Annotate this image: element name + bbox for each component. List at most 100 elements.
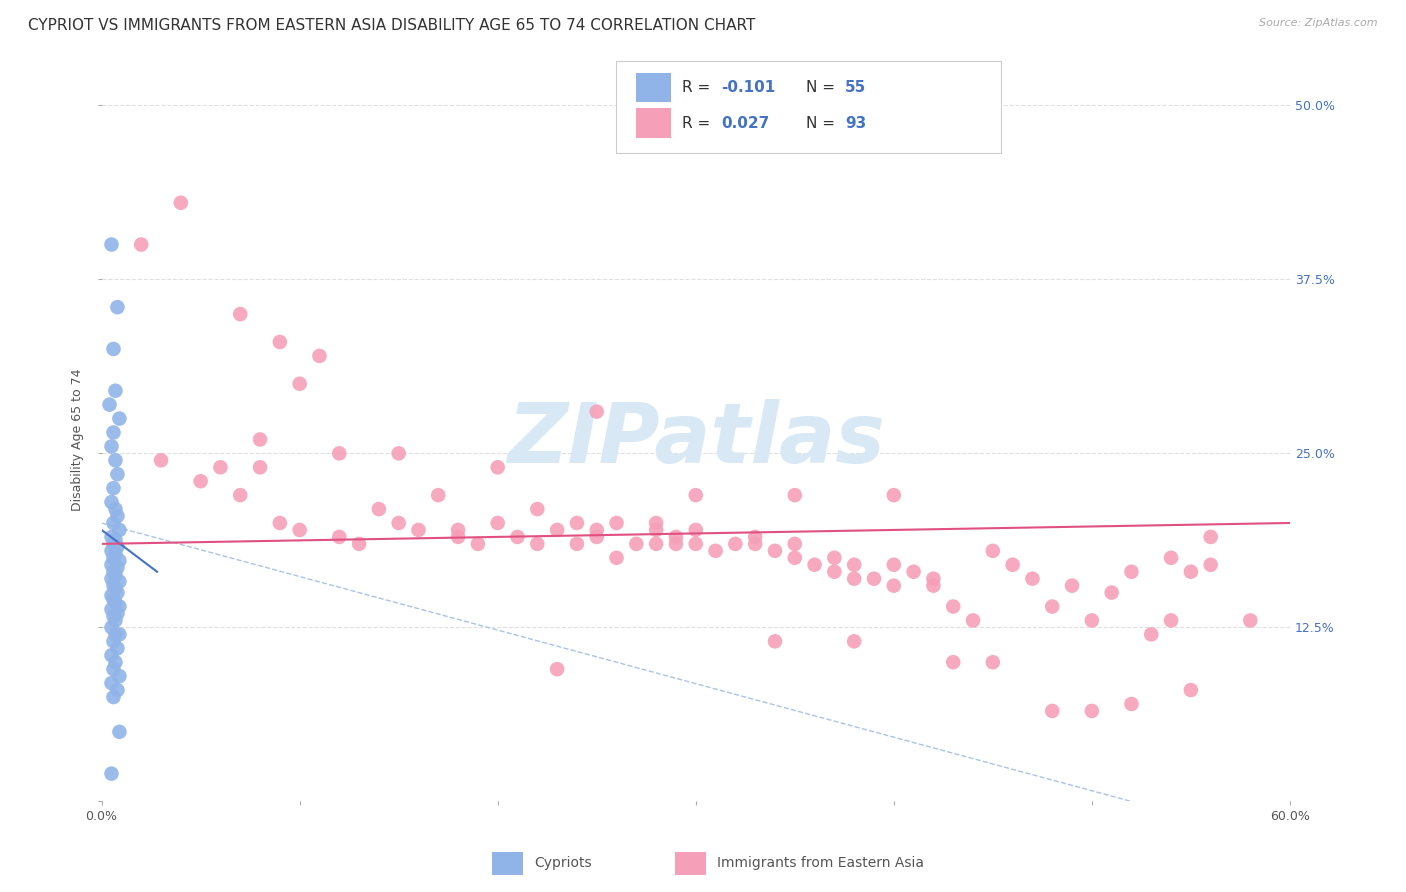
Point xyxy=(585,523,607,537)
Point xyxy=(103,537,125,551)
Point xyxy=(1040,599,1063,614)
Point xyxy=(863,572,886,586)
Point xyxy=(1121,565,1143,579)
Point xyxy=(209,460,232,475)
Point xyxy=(269,516,291,530)
Point xyxy=(107,641,129,656)
Point xyxy=(585,404,607,418)
Point xyxy=(803,558,825,572)
Point xyxy=(565,537,588,551)
Point xyxy=(104,582,127,596)
Point xyxy=(103,425,125,440)
Point xyxy=(447,523,470,537)
Point xyxy=(104,453,127,467)
Point xyxy=(1021,572,1043,586)
Point xyxy=(108,523,131,537)
Point xyxy=(844,572,866,586)
Text: R =: R = xyxy=(682,116,716,130)
Point xyxy=(107,300,129,314)
Point xyxy=(100,676,122,690)
Point xyxy=(104,547,127,561)
Point xyxy=(103,342,125,356)
Point xyxy=(526,502,548,516)
Point xyxy=(100,766,122,780)
Point xyxy=(962,614,984,628)
Point xyxy=(704,544,727,558)
Text: Source: ZipAtlas.com: Source: ZipAtlas.com xyxy=(1260,18,1378,28)
Point xyxy=(229,307,252,321)
Point xyxy=(685,537,707,551)
Point xyxy=(108,724,131,739)
Point xyxy=(744,530,766,544)
Point xyxy=(388,516,411,530)
Point xyxy=(981,655,1004,669)
Point xyxy=(883,488,905,502)
Point xyxy=(108,669,131,683)
Point xyxy=(645,516,668,530)
Point xyxy=(269,334,291,349)
Point xyxy=(427,488,450,502)
Point xyxy=(526,537,548,551)
Point xyxy=(103,565,125,579)
Point xyxy=(1001,558,1024,572)
Point xyxy=(108,553,131,567)
Point xyxy=(1180,683,1202,698)
Point xyxy=(347,537,370,551)
Point xyxy=(645,537,668,551)
Point xyxy=(1101,585,1123,599)
Text: ZIPatlas: ZIPatlas xyxy=(506,399,884,480)
Text: R =: R = xyxy=(682,80,716,95)
Point xyxy=(328,530,350,544)
Point xyxy=(546,662,568,676)
Point xyxy=(1239,614,1261,628)
Point xyxy=(104,595,127,609)
Point xyxy=(546,523,568,537)
Point xyxy=(823,565,845,579)
Point xyxy=(844,558,866,572)
Point xyxy=(506,530,529,544)
Point xyxy=(103,609,125,624)
Point xyxy=(104,502,127,516)
Point xyxy=(249,460,271,475)
Point xyxy=(100,237,122,252)
Point xyxy=(1060,579,1083,593)
Point xyxy=(100,648,122,663)
Point xyxy=(107,540,129,554)
Point xyxy=(107,683,129,698)
Point xyxy=(100,572,122,586)
Point xyxy=(645,523,668,537)
Text: Immigrants from Eastern Asia: Immigrants from Eastern Asia xyxy=(717,856,924,871)
Point xyxy=(104,384,127,398)
Point xyxy=(1199,558,1222,572)
Point xyxy=(665,530,688,544)
Point xyxy=(103,481,125,495)
Text: Cypriots: Cypriots xyxy=(534,856,592,871)
Point xyxy=(103,516,125,530)
Point xyxy=(104,567,127,582)
Point xyxy=(467,537,489,551)
Point xyxy=(100,495,122,509)
Point xyxy=(98,398,121,412)
Point xyxy=(100,530,122,544)
Point xyxy=(1081,704,1104,718)
Text: 0.027: 0.027 xyxy=(721,116,769,130)
Point xyxy=(1081,614,1104,628)
Point xyxy=(408,523,430,537)
Text: 93: 93 xyxy=(845,116,866,130)
Point xyxy=(883,579,905,593)
Point xyxy=(486,516,509,530)
Point xyxy=(229,488,252,502)
Point xyxy=(783,488,806,502)
Point xyxy=(108,627,131,641)
Point xyxy=(388,446,411,460)
Point xyxy=(107,509,129,524)
Point xyxy=(981,544,1004,558)
Point xyxy=(1140,627,1163,641)
Point xyxy=(447,530,470,544)
Point xyxy=(1160,550,1182,565)
Point xyxy=(129,237,152,252)
Point xyxy=(585,530,607,544)
Point xyxy=(108,599,131,614)
Point xyxy=(685,488,707,502)
Point xyxy=(103,550,125,565)
